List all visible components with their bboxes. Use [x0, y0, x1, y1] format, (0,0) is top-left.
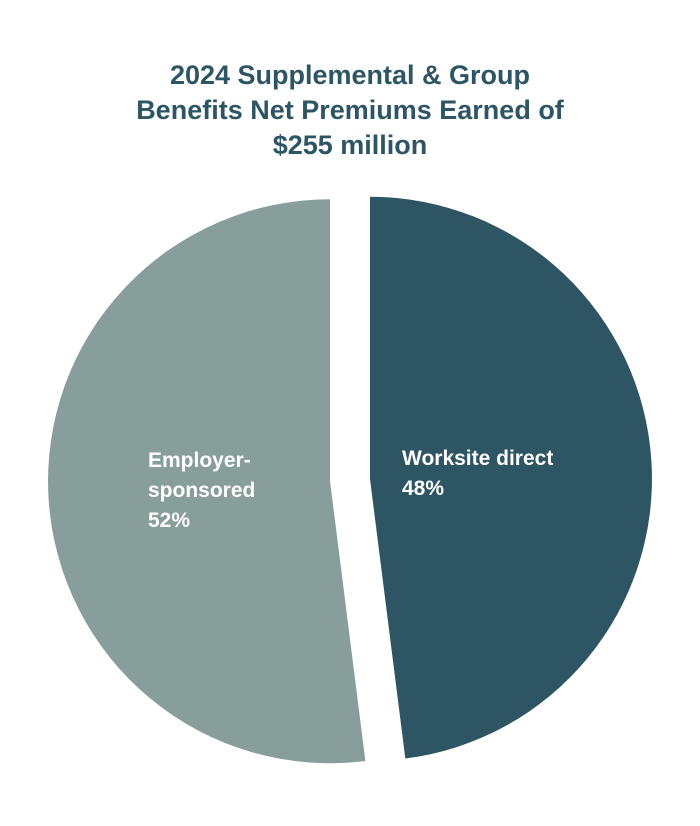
slice-label-worksite-direct: Worksite direct 48%	[402, 444, 553, 504]
chart-title-line-2: Benefits Net Premiums Earned of	[136, 95, 564, 125]
slice-name-employer-line-2: sponsored	[148, 479, 256, 502]
slice-name-worksite-direct: Worksite direct	[402, 447, 554, 470]
slice-value-worksite-direct: 48%	[402, 477, 445, 500]
chart-title-line-1: 2024 Supplemental & Group	[169, 60, 531, 90]
pie-slice-employer-sponsored	[48, 199, 366, 764]
pie-slice-worksite-direct	[369, 196, 652, 759]
slice-label-employer-sponsored: Employer- sponsored 52%	[148, 446, 255, 536]
slice-name-employer-line-1: Employer-	[148, 449, 251, 472]
chart-title-line-3: $255 million	[272, 130, 428, 160]
chart-title: 2024 Supplemental & Group Benefits Net P…	[0, 58, 700, 163]
slice-value-employer-sponsored: 52%	[148, 509, 191, 532]
